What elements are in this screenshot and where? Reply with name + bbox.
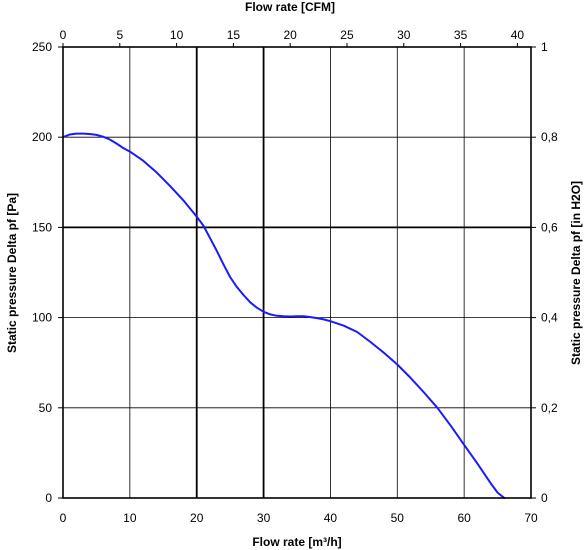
y2-tick-label: 0,4 — [541, 311, 558, 325]
x2-tick-label: 15 — [227, 28, 241, 42]
x-tick-label: 50 — [391, 511, 405, 525]
y2-tick-label: 1 — [541, 40, 548, 54]
y-tick-label: 200 — [32, 130, 52, 144]
x-tick-label: 10 — [123, 511, 137, 525]
y2-axis-title: Static pressure Delta pf [in H2O] — [569, 181, 583, 365]
performance-curve-line — [62, 132, 506, 499]
y-tick-label: 100 — [32, 311, 52, 325]
x2-tick-label: 20 — [284, 28, 298, 42]
x-axis-title: Flow rate [m³/h] — [252, 535, 341, 549]
y-tick-label: 0 — [45, 491, 52, 505]
y-tick-label: 150 — [32, 220, 52, 234]
series-layer — [62, 132, 506, 499]
x2-tick-label: 30 — [397, 28, 411, 42]
x-tick-label: 20 — [190, 511, 204, 525]
x2-tick-label: 0 — [60, 28, 67, 42]
x2-tick-label: 40 — [511, 28, 525, 42]
x2-tick-label: 10 — [170, 28, 184, 42]
x2-tick-label: 35 — [454, 28, 468, 42]
x2-tick-label: 25 — [340, 28, 354, 42]
x-tick-label: 70 — [524, 511, 538, 525]
y2-tick-label: 0,8 — [541, 130, 558, 144]
y-tick-label: 250 — [32, 40, 52, 54]
x-tick-label: 40 — [324, 511, 338, 525]
x-tick-label: 30 — [257, 511, 271, 525]
y2-tick-label: 0,2 — [541, 401, 558, 415]
grid-layer — [63, 47, 531, 498]
x-tick-label: 0 — [60, 511, 67, 525]
plot-frame — [62, 46, 532, 499]
y2-tick-label: 0,6 — [541, 220, 558, 234]
y-tick-label: 50 — [39, 401, 53, 415]
x2-tick-label: 5 — [116, 28, 123, 42]
x2-axis-title: Flow rate [CFM] — [245, 0, 335, 14]
y-axis-title: Static pressure Delta pf [Pa] — [5, 193, 19, 353]
x-tick-label: 60 — [457, 511, 471, 525]
y2-tick-label: 0 — [541, 491, 548, 505]
